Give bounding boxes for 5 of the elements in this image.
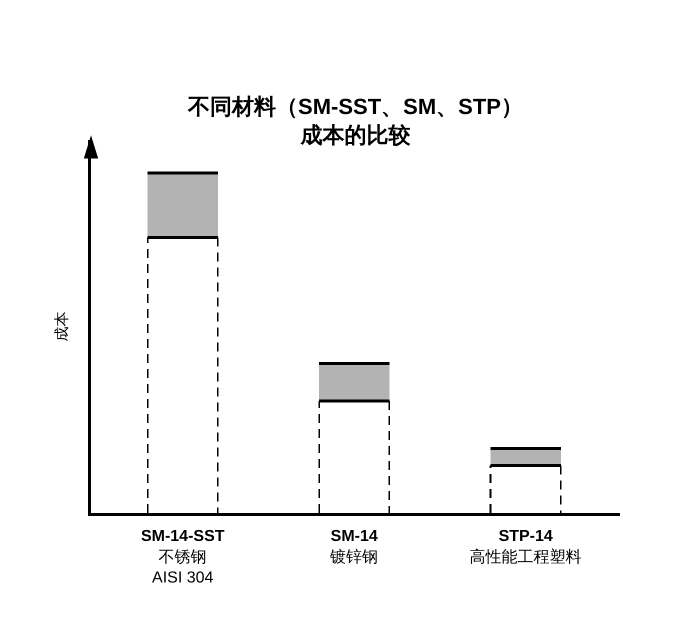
x-tick-label: SM-14 镀锌钢: [329, 528, 378, 566]
y-axis-title: 成本: [54, 312, 70, 342]
chart-title: 不同材料（SM-SST、SM、STP）成本的比较: [187, 94, 523, 148]
x-tick-label: STP-14 高性能工程塑料: [470, 528, 582, 566]
x-tick-label: SM-14-SST 不锈钢 AISI 304: [140, 528, 225, 587]
